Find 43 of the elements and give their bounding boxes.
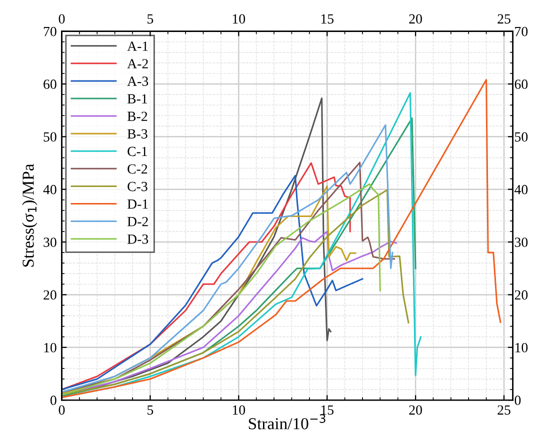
x2-tick-label: 0 xyxy=(58,14,65,24)
legend-label: C-2 xyxy=(128,164,148,174)
legend-label: D-3 xyxy=(127,234,148,244)
y-tick-label: 10 xyxy=(44,342,56,352)
y-tick-label: 30 xyxy=(44,238,56,247)
x2-tick-label: 20 xyxy=(409,14,422,24)
y2-tick-label: 50 xyxy=(515,132,528,142)
x2-tick-label: 15 xyxy=(321,14,334,24)
y2-tick-label: 20 xyxy=(514,290,528,300)
x-tick-label: 10 xyxy=(232,405,246,415)
x2-tick-label: 25 xyxy=(498,14,510,24)
y-tick-label: 50 xyxy=(44,132,56,142)
legend-label: D-2 xyxy=(127,216,148,226)
y-axis-title: Stress(σ$_{1}$)/MPa xyxy=(22,164,38,267)
x-tick-label: 5 xyxy=(148,405,154,415)
y2-tick-label: 60 xyxy=(514,80,528,89)
x-tick-label: 25 xyxy=(498,405,510,415)
y-tick-label: 0 xyxy=(50,396,56,406)
x2-tick-label: 5 xyxy=(148,14,154,24)
y2-tick-label: 0 xyxy=(514,396,521,406)
x-axis-title: Strain/10$^{−3}$ xyxy=(248,414,326,430)
y-tick-label: 40 xyxy=(43,184,56,194)
legend-label: D-1 xyxy=(127,199,148,209)
y2-tick-label: 30 xyxy=(514,238,528,247)
legend-label: C-3 xyxy=(128,182,148,192)
y-tick-label: 60 xyxy=(44,80,56,89)
legend-label: C-1 xyxy=(128,146,148,156)
x-tick-label: 15 xyxy=(321,405,334,415)
x-tick-label: 20 xyxy=(409,405,422,415)
legend-label: A-3 xyxy=(127,76,148,86)
y2-tick-label: 70 xyxy=(515,26,528,36)
x-tick-label: 0 xyxy=(58,405,65,415)
x2-tick-label: 10 xyxy=(232,14,246,24)
y-tick-label: 20 xyxy=(44,290,56,300)
legend-label: B-1 xyxy=(127,94,148,104)
line-series xyxy=(62,78,502,398)
legend-label: A-2 xyxy=(127,59,148,68)
y2-tick-label: 40 xyxy=(514,184,528,194)
y-tick-label: 70 xyxy=(44,26,56,36)
legend-label: B-3 xyxy=(127,129,148,139)
legend-label: A-1 xyxy=(127,42,148,51)
y2-tick-label: 10 xyxy=(515,342,528,352)
legend-label: B-2 xyxy=(127,112,148,121)
